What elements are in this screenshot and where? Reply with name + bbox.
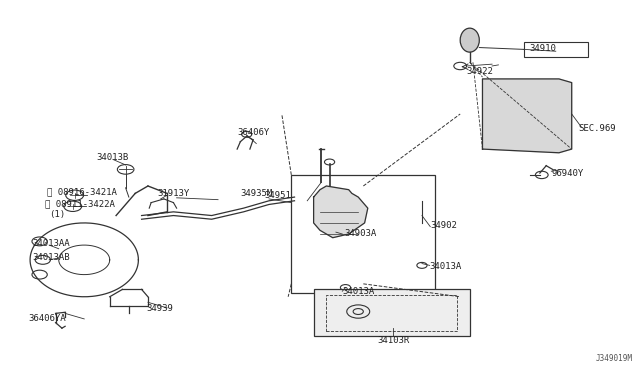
Bar [314,289,470,336]
Text: J349019M: J349019M [595,354,632,363]
Text: 31913Y: 31913Y [157,189,189,198]
Bar [326,295,457,331]
Text: 34013A: 34013A [342,288,374,296]
Text: 34910: 34910 [529,44,556,53]
Text: 34103R: 34103R [377,336,410,345]
Text: 36406Y: 36406Y [237,128,269,137]
Text: 34939: 34939 [147,304,173,313]
Text: 34013B: 34013B [97,153,129,162]
Text: 34903A: 34903A [344,230,376,238]
Text: 34013AB: 34013AB [32,253,70,262]
Text: Ⓦ 08911-3422A: Ⓦ 08911-3422A [45,199,115,208]
Text: 34935M: 34935M [241,189,273,198]
Text: 36406YA: 36406YA [28,314,66,323]
Text: 34922: 34922 [467,67,493,76]
Text: SEC.969: SEC.969 [578,124,616,133]
Text: (1): (1) [49,210,65,219]
Ellipse shape [460,28,479,52]
Text: 34951: 34951 [264,192,291,201]
Polygon shape [314,186,368,238]
Text: 34013AA: 34013AA [32,239,70,248]
Bar [291,175,435,293]
Text: 96940Y: 96940Y [551,169,584,177]
Text: 34902: 34902 [430,221,457,230]
Text: Ⓦ 08916-3421A: Ⓦ 08916-3421A [47,187,117,196]
Text: 34013A: 34013A [429,262,462,270]
Polygon shape [483,79,572,153]
Bar [524,42,588,57]
